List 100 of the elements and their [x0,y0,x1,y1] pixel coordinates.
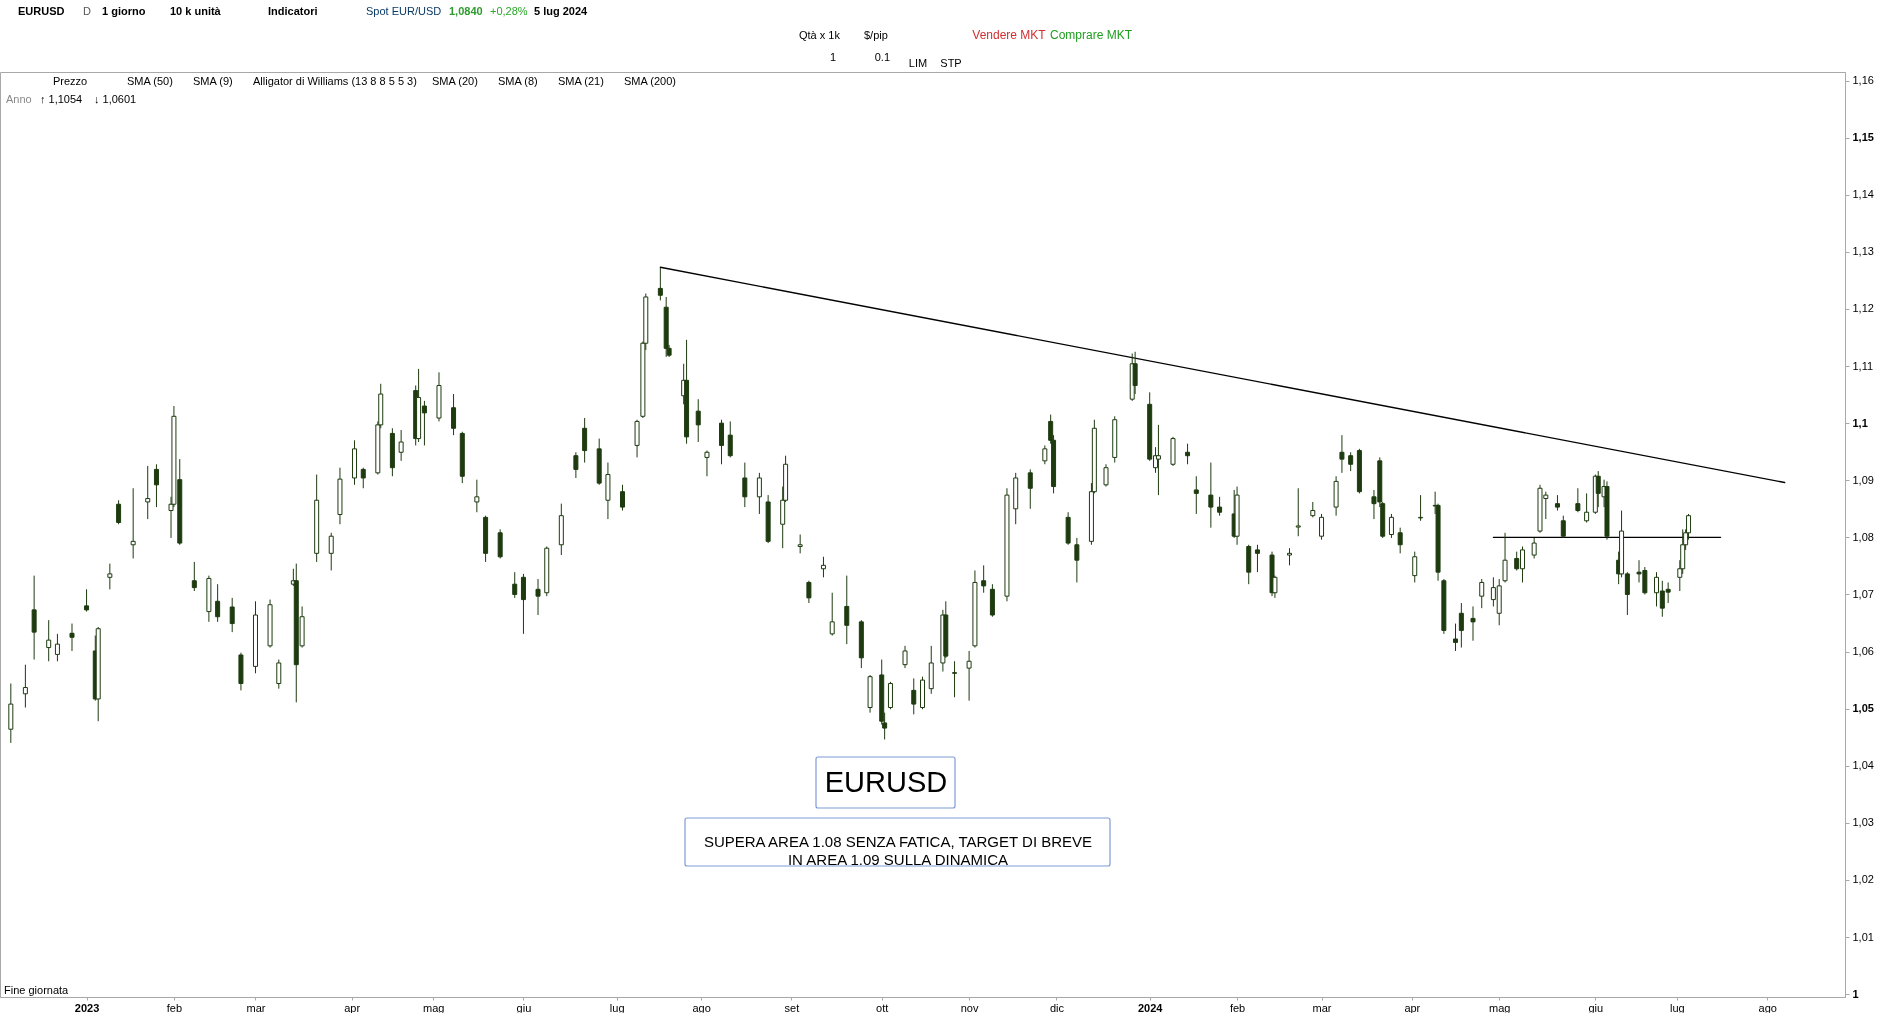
candlestick [535,578,541,616]
x-tick-label: feb [1229,1001,1246,1014]
candlestick [153,463,159,508]
candlestick [829,592,835,637]
y-tick-label: 1,02 [1852,873,1874,886]
candlestick [1185,443,1191,465]
y-tick-label: 1,12 [1852,302,1874,315]
candlestick [887,681,893,710]
candlestick [582,417,588,464]
candlestick [1074,537,1080,583]
candlestick [797,534,803,554]
candlestick [22,664,28,709]
candlestick [1584,492,1590,524]
candlestick [191,561,197,592]
candlestick [1397,527,1403,554]
annotation: ↓ 1,0601 [94,93,137,105]
annotation: ↑ 1,1054 [40,93,83,105]
x-tick-label: apr [1404,1001,1421,1014]
annotation: SMA (50) [127,75,173,87]
candlestick [902,645,908,669]
text: $/pip [864,29,888,41]
candlestick [512,571,518,599]
candlestick [1453,623,1459,652]
annotation: SUPERA AREA 1.08 SENZA FATICA, TARGET DI BREVE IN AREA 1.09 SULLA DINAMICA [703,833,1093,868]
candlestick [966,650,972,702]
annotation: SMA (9) [193,75,233,87]
candlestick [1575,487,1581,513]
x-tick-label: giu [1588,1001,1604,1014]
candlestick [719,419,725,465]
candlestick [619,484,625,512]
x-tick-label: 2023 [74,1001,100,1014]
x-tick-label: apr [344,1001,361,1014]
candlestick [1208,462,1214,529]
candlestick [1458,602,1464,649]
x-tick-label: mar [246,1001,266,1014]
candlestick [981,564,987,594]
x-tick-label: giu [516,1001,532,1014]
candlestick [1388,513,1394,539]
y-tick-label: 1,01 [1852,930,1874,943]
annotation: SMA (200) [624,75,676,87]
candlestick [46,619,52,662]
x-tick-label: lug [1670,1001,1685,1014]
candlestick [215,583,221,623]
candlestick [844,575,850,645]
y-tick-label: 1,11 [1852,359,1874,372]
candlestick [84,588,90,613]
text: Indicatori [268,5,318,17]
candlestick [1193,475,1199,515]
y-tick-label: 1,15 [1852,131,1874,144]
candlestick [1479,578,1485,609]
candlestick [1502,532,1508,583]
candlestick [1295,487,1301,537]
x-tick-label: 2024 [1137,1001,1164,1014]
text: Qtà x 1k [799,29,841,41]
candlestick [130,487,136,559]
x-tick-label: lug [609,1001,625,1014]
text: EURUSD [18,5,65,17]
candlestick [742,462,748,508]
y-tick-label: 1,1 [1852,416,1868,429]
x-tick-label: feb [166,1001,183,1014]
annotation: SMA (8) [498,75,538,87]
candlestick [1470,605,1476,642]
candlestick [520,573,526,635]
candlestick [31,575,37,661]
text: 1 [829,51,836,63]
candlestick [107,563,113,590]
candlestick [360,467,366,489]
candlestick [229,597,235,633]
candlestick [451,393,457,436]
candlestick [145,465,151,520]
candlestick [1319,513,1325,541]
candlestick [756,472,762,515]
annotation: EURUSD [824,766,948,798]
candlestick [634,419,640,458]
text: 1,0840 [449,5,483,17]
candlestick [1103,463,1109,488]
annotation: Fine giornata [4,984,70,996]
candlestick [704,450,710,477]
candlestick [1348,451,1354,472]
y-tick-label: 1,08 [1852,530,1874,543]
y-tick-label: 1,04 [1852,759,1874,772]
text: 10 k unità [170,5,222,17]
candlestick [657,267,663,301]
candlestick [1560,515,1566,539]
text: +0,28% [490,5,528,17]
x-tick-label: nov [960,1001,979,1014]
y-tick-label: 1,07 [1852,587,1874,600]
y-tick-label: 1,16 [1852,74,1874,87]
text: D [83,5,92,17]
candlestick [1412,551,1418,583]
candlestick [1027,468,1033,510]
candlestick [54,633,60,662]
text: STP [940,57,962,69]
x-tick-label: mag [1489,1001,1511,1014]
candlestick [398,429,404,462]
x-tick-label: dic [1049,1001,1065,1014]
candlestick [474,479,480,513]
candlestick [820,556,826,578]
x-tick-label: mar [1312,1001,1332,1014]
candlestick [328,532,334,571]
